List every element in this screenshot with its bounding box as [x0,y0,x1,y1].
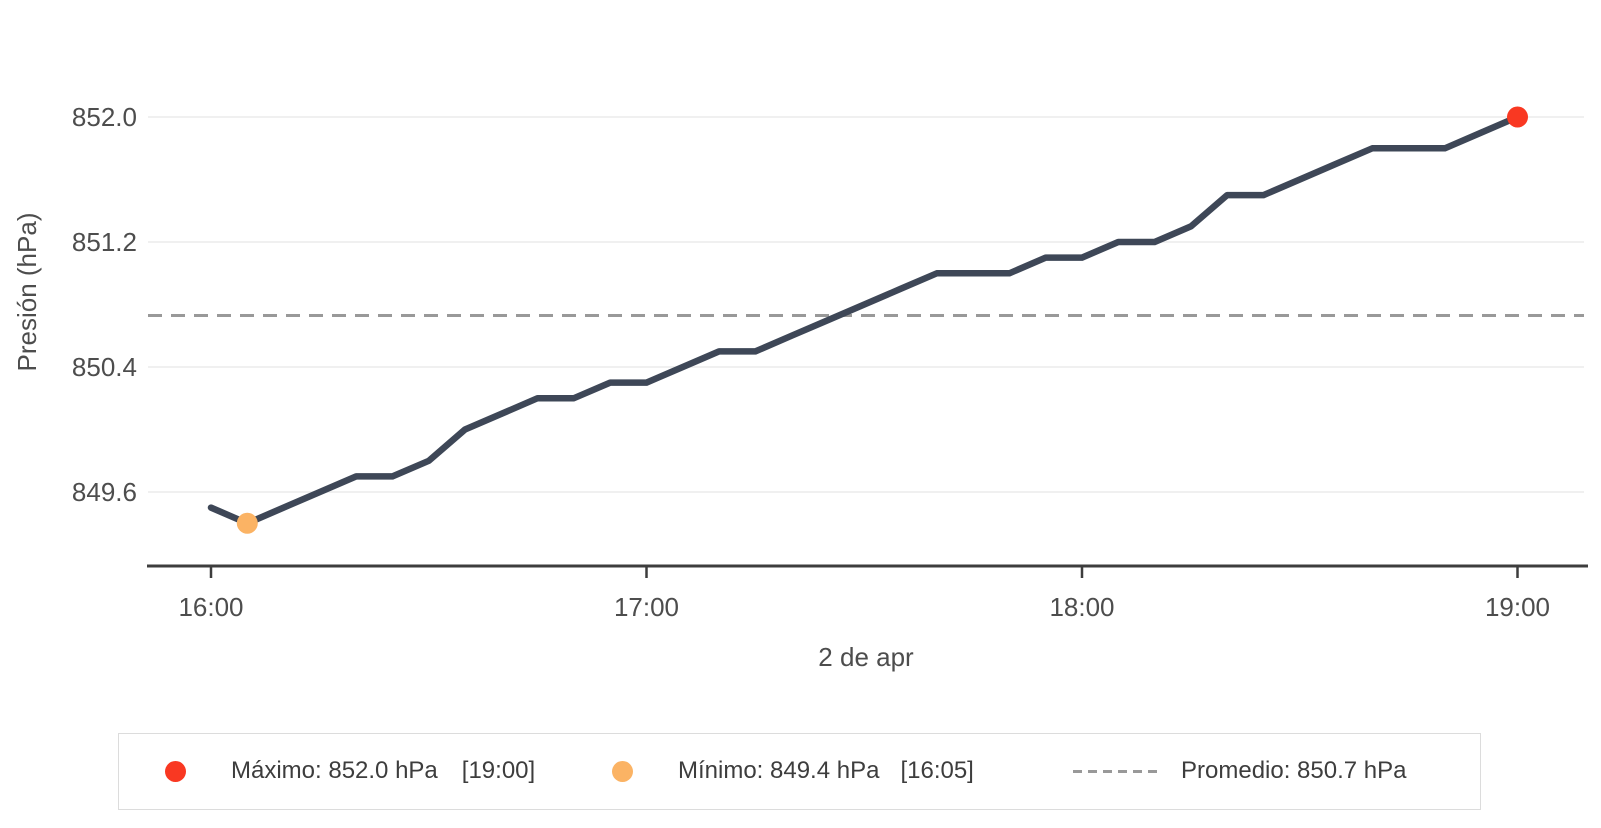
legend-item-average: Promedio: 850.7 hPa [1073,734,1406,808]
chart-legend: Máximo: 852.0 hPa [19:00] Mínimo: 849.4 … [118,733,1481,810]
x-axis-ticks [209,567,1519,578]
gridlines [148,116,1584,493]
legend-max-time: [19:00] [461,757,536,784]
x-tick-label: 18:00 [1049,592,1114,622]
legend-min-time: [16:05] [900,757,974,784]
x-axis-title: 2 de apr [818,642,914,672]
min-dot-icon [612,760,633,782]
legend-item-min: Mínimo: 849.4 hPa [16:05] [612,734,974,808]
legend-max-label: Máximo: 852.0 hPa [231,757,438,784]
pressure-series-line [207,113,1521,527]
y-axis-title: Presión (hPa) [12,213,42,372]
x-tick-label: 17:00 [614,592,679,622]
y-axis-tick-labels: 852.0 851.2 850.4 849.6 [72,102,137,507]
legend-item-max: Máximo: 852.0 hPa [19:00] [165,734,535,808]
x-tick-label: 16:00 [178,592,243,622]
y-tick-label: 850.4 [72,352,137,382]
y-tick-label: 852.0 [72,102,137,132]
y-tick-label: 851.2 [72,227,137,257]
min-point-marker [236,512,258,534]
legend-average-label: Promedio: 850.7 hPa [1181,757,1407,784]
max-dot-icon [165,760,186,782]
max-point-marker [1507,106,1528,128]
dashed-line-icon [1073,769,1157,773]
x-axis-tick-labels: 16:00 17:00 18:00 19:00 [178,592,1550,622]
y-tick-label: 849.6 [72,477,137,507]
legend-min-label: Mínimo: 849.4 hPa [678,757,880,784]
x-tick-label: 19:00 [1485,592,1550,622]
